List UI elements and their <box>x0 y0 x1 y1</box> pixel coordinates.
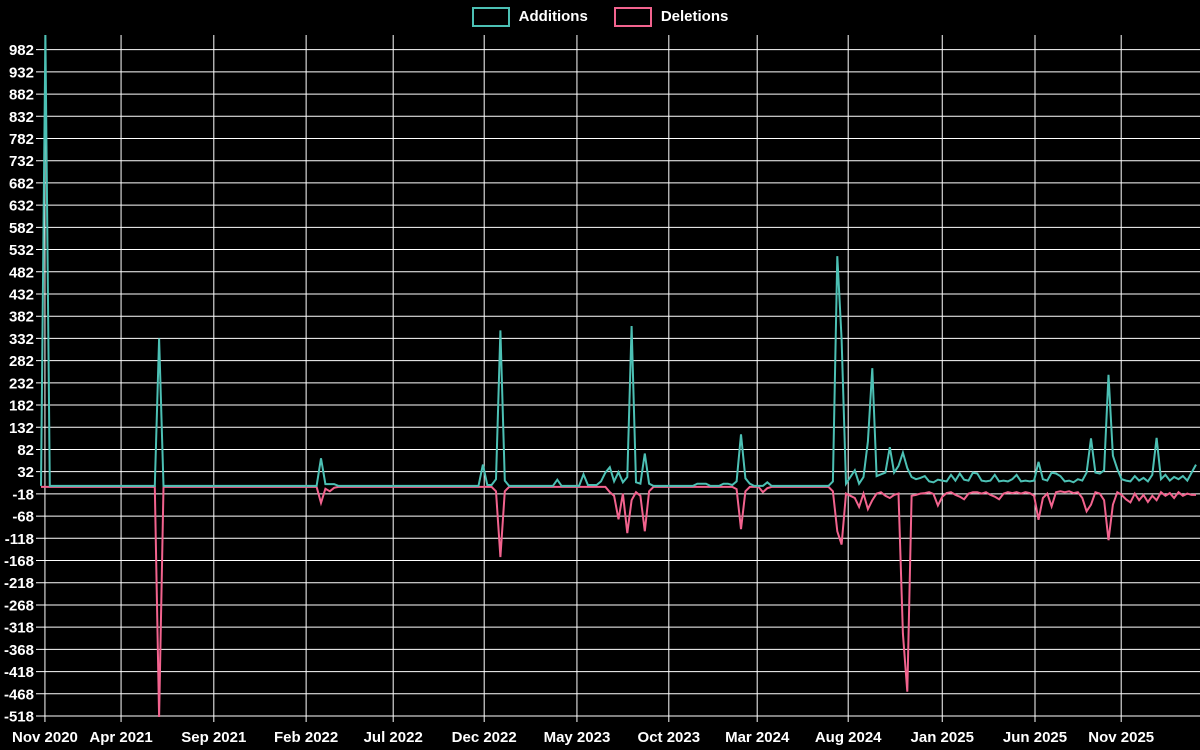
y-tick-label: 632 <box>9 198 34 215</box>
legend-item-deletions[interactable]: Deletions <box>613 7 729 27</box>
x-tick-label: Jun 2025 <box>1003 729 1067 746</box>
y-tick-label: 32 <box>17 464 34 481</box>
y-tick-label: 682 <box>9 175 34 192</box>
x-tick-label: Jul 2022 <box>364 729 423 746</box>
horizontal-gridlines <box>36 49 1200 717</box>
deletions-line[interactable] <box>41 485 1196 718</box>
y-tick-label: -218 <box>4 575 34 592</box>
y-tick-label: -468 <box>4 686 34 703</box>
y-axis-labels: 982 932 882 832 782 732 682 632 582 532 482 432 382 3… <box>4 42 34 725</box>
y-tick-label: 882 <box>9 87 34 104</box>
y-tick-label: -68 <box>12 509 34 526</box>
legend-item-additions[interactable]: Additions <box>471 7 588 27</box>
y-tick-label: 832 <box>9 109 34 126</box>
y-tick-label: 432 <box>9 286 34 303</box>
y-tick-label: -18 <box>12 486 34 503</box>
x-tick-label: Aug 2024 <box>815 729 882 746</box>
x-axis-labels: Nov 2020 Apr 2021 Sep 2021 Feb 2022 Jul 2022… <box>12 729 1154 746</box>
y-tick-label: 482 <box>9 264 34 281</box>
y-tick-label: 932 <box>9 64 34 81</box>
y-tick-label: -518 <box>4 709 34 726</box>
y-tick-label: 232 <box>9 375 34 392</box>
y-tick-label: -368 <box>4 642 34 659</box>
y-tick-label: 382 <box>9 309 34 326</box>
y-tick-label: -168 <box>4 553 34 570</box>
y-tick-label: -318 <box>4 620 34 637</box>
x-tick-label: Dec 2022 <box>452 729 517 746</box>
y-tick-label: -418 <box>4 664 34 681</box>
x-tick-label: Mar 2024 <box>725 729 790 746</box>
x-tick-label: Oct 2023 <box>638 729 701 746</box>
y-tick-label: 582 <box>9 220 34 237</box>
y-tick-label: 982 <box>9 42 34 59</box>
vertical-gridlines <box>44 35 1122 722</box>
y-tick-label: 132 <box>9 420 34 437</box>
y-tick-label: 532 <box>9 242 34 259</box>
y-tick-label: 782 <box>9 131 34 148</box>
x-tick-label: May 2023 <box>544 729 611 746</box>
x-tick-label: Apr 2021 <box>89 729 152 746</box>
chart-legend: Additions Deletions <box>0 7 1200 27</box>
additions-line[interactable] <box>40 34 1197 487</box>
y-tick-label: 82 <box>17 442 34 459</box>
y-tick-label: 732 <box>9 153 34 170</box>
legend-label-deletions: Deletions <box>660 8 729 25</box>
y-tick-label: -118 <box>5 531 34 548</box>
y-tick-label: 282 <box>9 353 34 370</box>
legend-label-additions: Additions <box>518 8 588 25</box>
additions-swatch-icon <box>471 7 510 27</box>
x-tick-label: Nov 2020 <box>12 729 78 746</box>
y-tick-label: -268 <box>4 597 34 614</box>
y-tick-label: 182 <box>9 398 34 415</box>
deletions-swatch-icon <box>613 7 652 27</box>
x-tick-label: Sep 2021 <box>181 729 246 746</box>
x-tick-label: Jan 2025 <box>911 729 974 746</box>
y-tick-label: 332 <box>9 331 34 348</box>
x-tick-label: Nov 2025 <box>1088 729 1154 746</box>
x-tick-label: Feb 2022 <box>274 729 338 746</box>
